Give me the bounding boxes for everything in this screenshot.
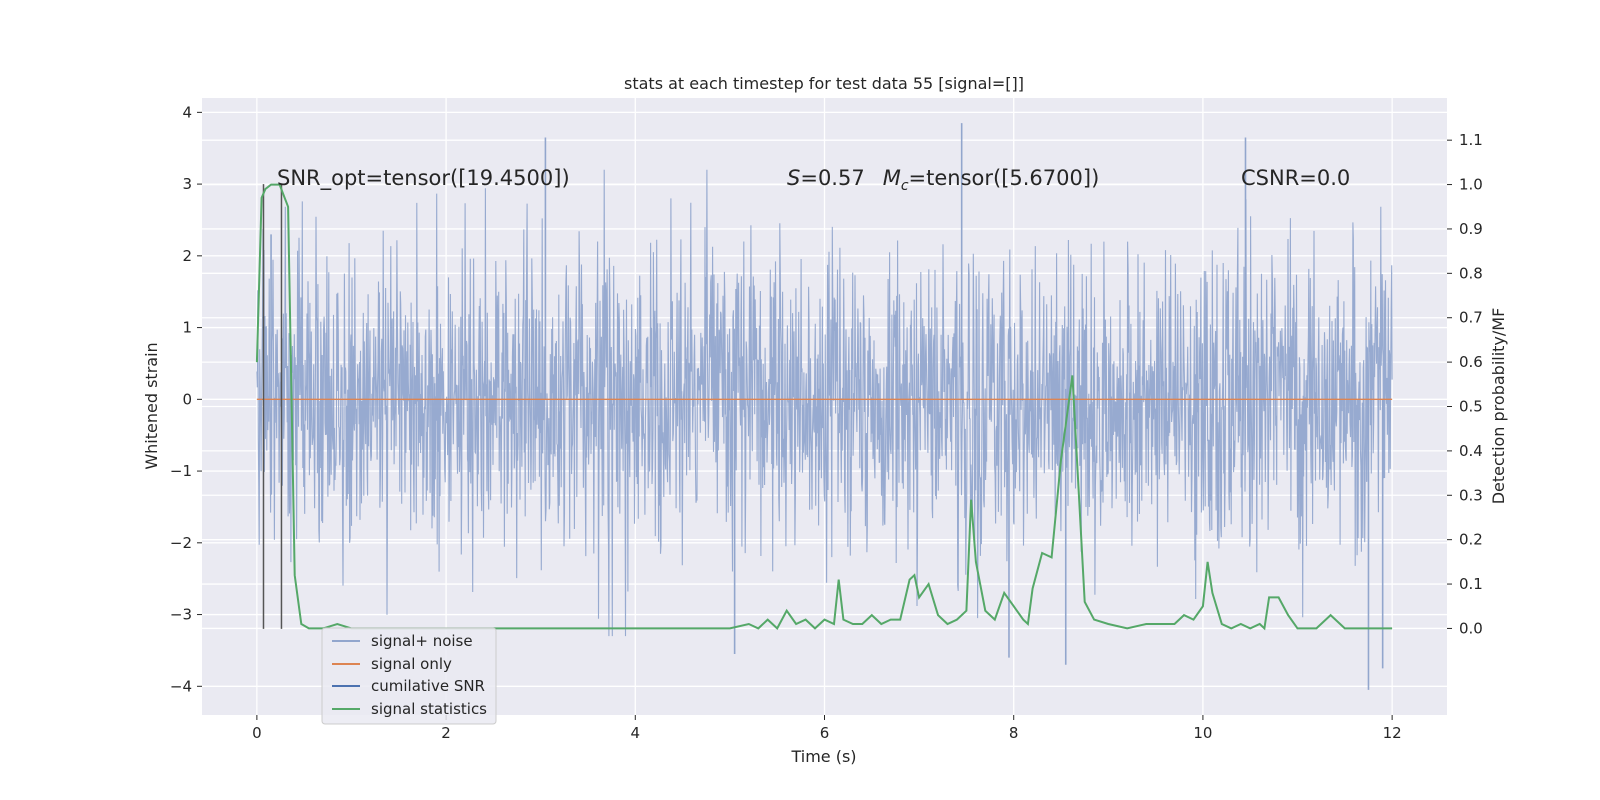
y-tick-label: 4 [182, 103, 192, 121]
x-tick-label: 0 [252, 724, 262, 742]
legend-label-signal-statistics: signal statistics [371, 700, 487, 718]
legend-label-signal-only: signal only [371, 655, 452, 673]
annotation-s-value: =0.57 [800, 166, 864, 190]
y-axis-left: −4 −3 −2 −1 0 1 2 3 4 [170, 103, 202, 695]
y2-tick-label: 0.8 [1459, 264, 1483, 282]
y2-tick-label: 0.9 [1459, 220, 1483, 238]
y-tick-label: −1 [170, 462, 192, 480]
y-tick-label: −3 [170, 606, 192, 624]
annotation-snr-opt: SNR_opt=tensor([19.4500]) [277, 166, 570, 191]
legend: signal+ noise signal only cumilative SNR… [321, 627, 497, 725]
x-tick-label: 6 [820, 724, 830, 742]
x-tick-label: 2 [441, 724, 451, 742]
annotation-mc-subscript: c [901, 178, 909, 194]
y2-tick-label: 1.0 [1459, 176, 1483, 194]
y2-tick-label: 1.1 [1459, 131, 1483, 149]
annotation-s-mc: S=0.57 Mc=tensor([5.6700]) [787, 166, 1099, 194]
y2-tick-label: 0.0 [1459, 619, 1483, 637]
y2-tick-label: 0.5 [1459, 398, 1483, 416]
y-tick-label: 3 [182, 175, 192, 193]
x-tick-label: 4 [631, 724, 641, 742]
y-tick-label: −4 [170, 677, 192, 695]
series-lines [255, 183, 1393, 631]
y2-tick-label: 0.6 [1459, 353, 1483, 371]
annotation-csnr: CSNR=0.0 [1241, 166, 1350, 190]
x-tick-label: 12 [1383, 724, 1402, 742]
chart-title: stats at each timestep for test data 55 … [624, 74, 1024, 93]
legend-box [321, 627, 497, 725]
y2-tick-label: 0.3 [1459, 486, 1483, 504]
y2-tick-label: 0.7 [1459, 309, 1483, 327]
y2-tick-label: 0.4 [1459, 442, 1483, 460]
y2-tick-label: 0.2 [1459, 531, 1483, 549]
y-tick-label: 2 [182, 247, 192, 265]
y-axis-right: 0.0 0.1 0.2 0.3 0.4 0.5 0.6 0.7 0.8 0.9 1.0 1.1 [1447, 131, 1483, 637]
y2-tick-label: 0.1 [1459, 575, 1483, 593]
series-signal-plus-noise [256, 123, 1393, 690]
x-axis-label: Time (s) [790, 747, 856, 766]
x-tick-label: 10 [1193, 724, 1212, 742]
y-tick-label: −2 [170, 534, 192, 552]
x-axis: 0 2 4 6 8 10 12 [252, 715, 1402, 742]
annotation-mc-symbol: M [883, 166, 901, 190]
x-tick-label: 8 [1009, 724, 1019, 742]
annotation-mc-value: =tensor([5.6700]) [909, 166, 1100, 190]
y-axis-label: Whitened strain [142, 342, 161, 469]
y-tick-label: 1 [182, 319, 192, 337]
y2-axis-label: Detection probability/MF [1489, 308, 1508, 505]
legend-label-cumilative-snr: cumilative SNR [371, 677, 485, 695]
signal-plus-noise-line [256, 169, 1393, 637]
legend-label-signal-plus-noise: signal+ noise [371, 632, 473, 650]
y-tick-label: 0 [182, 390, 192, 408]
annotation-s-symbol: S [787, 166, 800, 190]
